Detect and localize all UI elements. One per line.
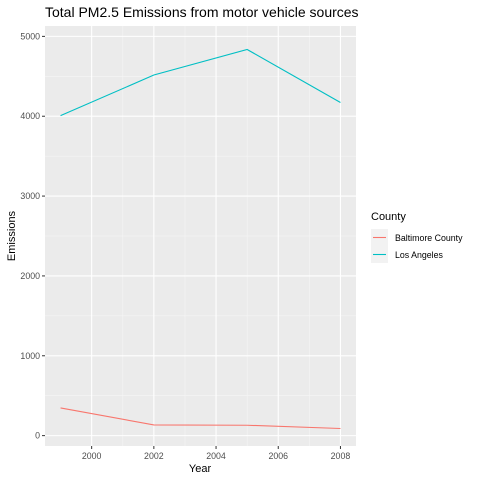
y-tick-label: 1000	[20, 351, 40, 361]
legend-label-baltimore-county: Baltimore County	[395, 233, 463, 243]
y-tick-label: 5000	[20, 31, 40, 41]
grid-major	[45, 26, 356, 446]
chart-title: Total PM2.5 Emissions from motor vehicle…	[45, 4, 359, 20]
x-axis: 2000 2002 2004 2006 2008	[82, 446, 350, 461]
y-axis: 0 1000 2000 3000 4000 5000	[20, 31, 45, 441]
y-tick-label: 3000	[20, 191, 40, 201]
x-axis-title: Year	[189, 463, 212, 475]
y-axis-title: Emissions	[6, 210, 18, 261]
grid-minor	[45, 26, 356, 446]
x-tick-label: 2004	[206, 451, 226, 461]
x-tick-label: 2006	[268, 451, 288, 461]
x-tick-label: 2008	[331, 451, 351, 461]
x-tick-label: 2000	[82, 451, 102, 461]
series-line-baltimore-county	[60, 407, 341, 430]
y-tick-label: 4000	[20, 111, 40, 121]
series-line-los-angeles	[60, 48, 341, 117]
series-lines	[60, 48, 341, 430]
x-tick-label: 2002	[144, 451, 164, 461]
legend: County Baltimore County Los Angeles	[371, 211, 463, 263]
legend-title: County	[371, 211, 406, 223]
y-tick-label: 2000	[20, 271, 40, 281]
y-tick-label: 0	[35, 431, 40, 441]
legend-label-los-angeles: Los Angeles	[395, 250, 444, 260]
